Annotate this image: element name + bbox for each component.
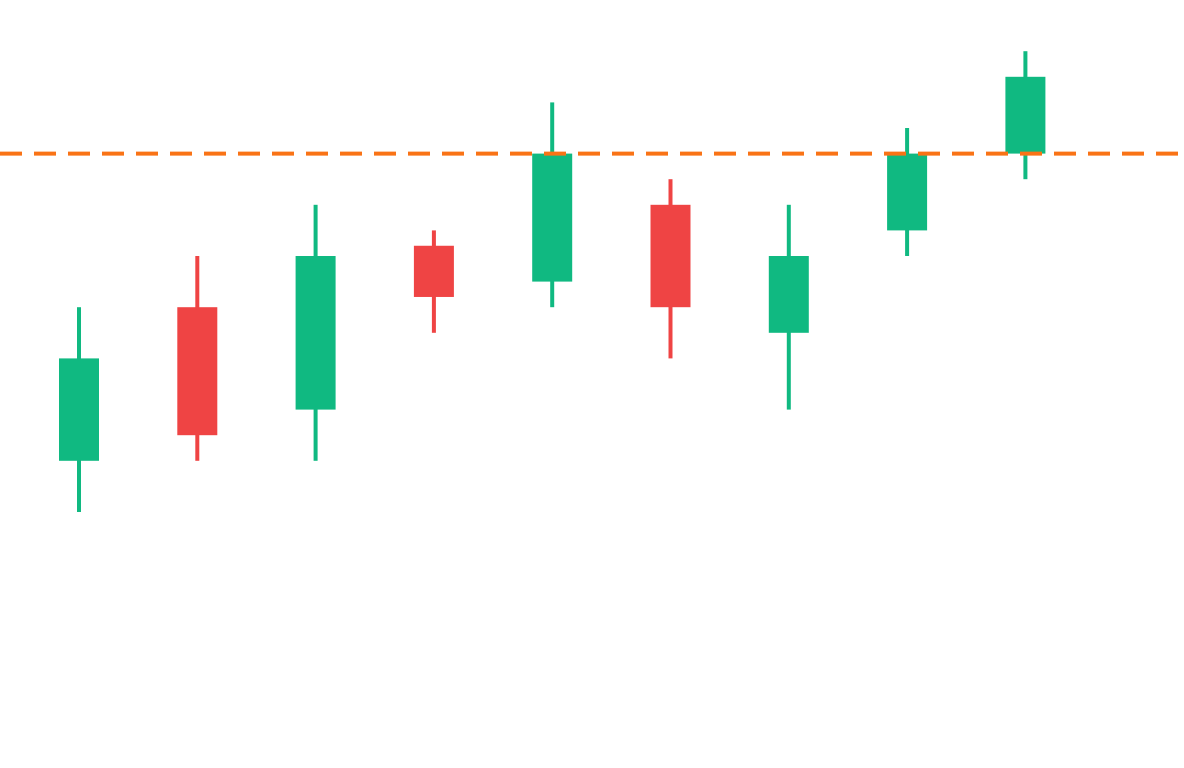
candle-body	[1005, 76, 1046, 154]
candle-body	[295, 256, 336, 410]
candle-body	[887, 153, 928, 231]
candle-5	[532, 102, 573, 308]
candle-3	[295, 204, 336, 461]
candles-group	[59, 51, 1046, 512]
candle-body	[768, 256, 809, 333]
candle-8	[887, 128, 928, 256]
candle-6	[650, 179, 691, 359]
candle-2	[177, 256, 218, 461]
candle-body	[650, 204, 691, 308]
candle-7	[768, 204, 809, 410]
candle-body	[532, 153, 573, 282]
candle-1	[59, 307, 99, 512]
candle-body	[413, 245, 454, 297]
candle-body	[177, 307, 218, 436]
candle-body	[59, 358, 99, 461]
candle-9	[1005, 51, 1046, 180]
candle-4	[413, 230, 454, 333]
